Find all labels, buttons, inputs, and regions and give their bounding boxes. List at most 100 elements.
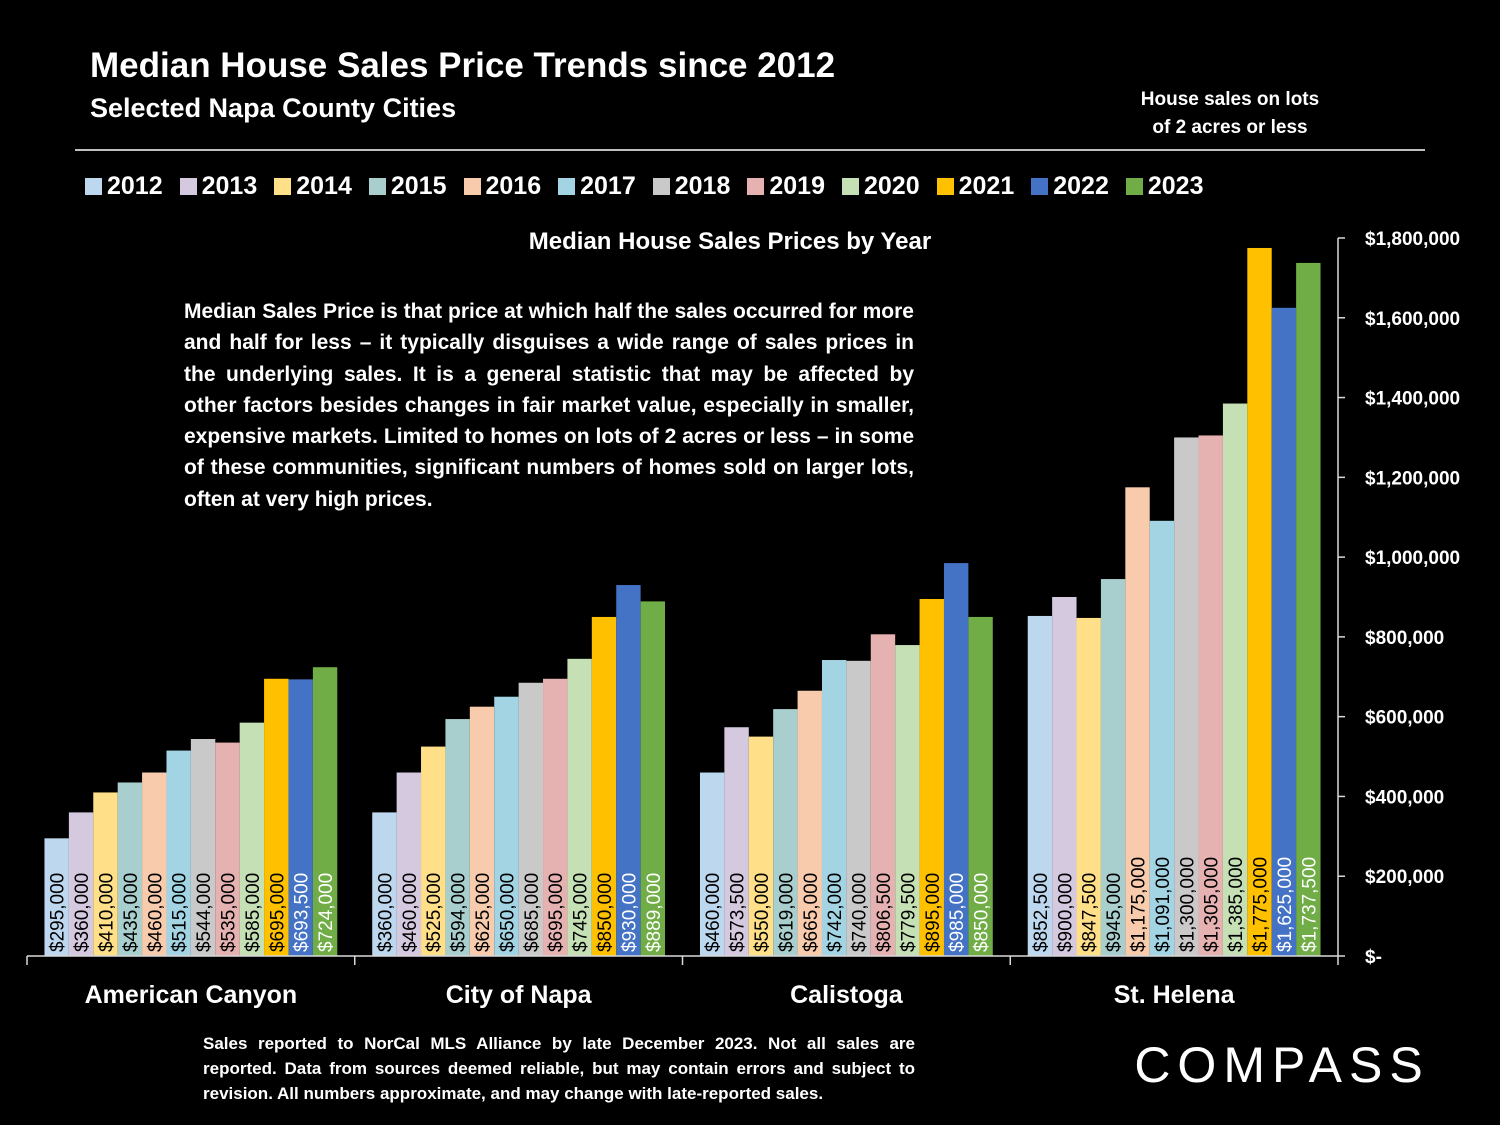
y-tick-label-0: $- bbox=[1365, 947, 1382, 968]
bar-label-2020-2: $779,500 bbox=[898, 873, 919, 952]
legend-item-2015: 2015 bbox=[368, 172, 447, 201]
legend-label-2014: 2014 bbox=[296, 172, 352, 200]
bar-2016-0 bbox=[142, 772, 167, 956]
bar-2016-3 bbox=[1125, 487, 1150, 956]
legend-swatch-2018 bbox=[652, 178, 670, 195]
bar-2016-1 bbox=[469, 706, 495, 956]
bar-2014-1 bbox=[421, 746, 446, 956]
legend-label-2023: 2023 bbox=[1147, 172, 1204, 200]
bar-2017-0 bbox=[166, 750, 191, 956]
bar-2016-2 bbox=[797, 690, 822, 956]
category-label-0: American Canyon bbox=[85, 981, 298, 1009]
bar-2022-3 bbox=[1271, 307, 1297, 956]
bar-label-2021-2: $895,000 bbox=[923, 873, 944, 952]
bar-label-2022-2: $985,000 bbox=[947, 873, 968, 952]
bar-label-2019-3: $1,305,000 bbox=[1202, 857, 1223, 952]
legend-swatch-2023 bbox=[1125, 178, 1143, 195]
bar-label-2014-2: $550,000 bbox=[752, 873, 773, 952]
bar-2012-2 bbox=[699, 772, 725, 956]
page-title: Median House Sales Price Trends since 20… bbox=[90, 46, 836, 85]
legend-swatch-2016 bbox=[463, 178, 481, 195]
bar-label-2018-0: $544,000 bbox=[194, 873, 215, 952]
bar-2012-1 bbox=[372, 812, 397, 956]
category-label-2: Calistoga bbox=[790, 981, 904, 1009]
lot-size-note-line-2: of 2 acres or less bbox=[1152, 117, 1308, 138]
bar-2013-3 bbox=[1052, 597, 1077, 956]
bar-2017-3 bbox=[1149, 520, 1175, 956]
category-label-1: City of Napa bbox=[446, 981, 593, 1009]
bar-2020-0 bbox=[239, 722, 265, 956]
y-tick-label-7: $1,400,000 bbox=[1365, 389, 1460, 410]
legend-item-2012: 2012 bbox=[85, 172, 163, 201]
bar-label-2023-3: $1,737,500 bbox=[1299, 857, 1320, 952]
y-tick-label-9: $1,800,000 bbox=[1365, 229, 1460, 250]
y-tick-label-4: $800,000 bbox=[1365, 628, 1444, 649]
bar-label-2013-2: $573,500 bbox=[728, 873, 749, 952]
legend-swatch-2019 bbox=[747, 178, 765, 195]
legend-item-2020: 2020 bbox=[842, 172, 920, 201]
legend-label-2017: 2017 bbox=[580, 172, 636, 200]
source-footnote: Sales reported to NorCal MLS Alliance by… bbox=[203, 1034, 915, 1103]
bar-label-2016-3: $1,175,000 bbox=[1129, 857, 1150, 952]
median-price-description: Median Sales Price is that price at whic… bbox=[184, 300, 914, 511]
bar-2014-3 bbox=[1076, 617, 1101, 956]
bar-2022-2 bbox=[943, 563, 969, 956]
bar-label-2012-3: $852,500 bbox=[1031, 873, 1052, 952]
bar-label-2014-0: $410,000 bbox=[96, 873, 117, 952]
legend-swatch-2020 bbox=[842, 178, 859, 195]
bar-label-2018-1: $685,000 bbox=[522, 873, 543, 952]
legend-item-2022: 2022 bbox=[1031, 172, 1109, 201]
y-tick-label-2: $400,000 bbox=[1365, 787, 1444, 808]
bar-label-2023-0: $724,000 bbox=[316, 873, 337, 952]
chart-title: Median House Sales Prices by Year bbox=[529, 228, 931, 255]
bar-label-2012-1: $360,000 bbox=[375, 873, 396, 952]
bar-label-2017-2: $742,000 bbox=[825, 873, 846, 952]
legend-label-2020: 2020 bbox=[864, 172, 920, 200]
bar-label-2015-2: $619,000 bbox=[776, 873, 797, 952]
bar-2015-0 bbox=[117, 782, 143, 956]
bar-2015-2 bbox=[773, 709, 798, 956]
bar-label-2020-1: $745,000 bbox=[571, 873, 592, 952]
legend-swatch-2021 bbox=[936, 178, 954, 195]
bar-2023-1 bbox=[640, 601, 666, 956]
bar-label-2017-1: $650,000 bbox=[497, 873, 518, 952]
legend-swatch-2022 bbox=[1031, 178, 1049, 195]
bar-label-2016-0: $460,000 bbox=[145, 873, 166, 952]
y-tick-label-8: $1,600,000 bbox=[1365, 309, 1460, 330]
legend-swatch-2013 bbox=[179, 178, 197, 195]
y-tick-label-3: $600,000 bbox=[1365, 708, 1444, 729]
bar-2019-2 bbox=[870, 634, 896, 956]
y-tick-label-1: $200,000 bbox=[1365, 867, 1444, 888]
bar-2022-0 bbox=[288, 679, 313, 956]
legend-item-2016: 2016 bbox=[463, 172, 541, 201]
bar-label-2016-2: $665,000 bbox=[801, 873, 822, 952]
header-divider bbox=[75, 149, 1425, 151]
bar-label-2021-0: $695,000 bbox=[267, 873, 288, 952]
legend-item-2014: 2014 bbox=[274, 172, 352, 201]
compass-logo-wordmark: COMPASS bbox=[1134, 1037, 1429, 1093]
bar-label-2014-1: $525,000 bbox=[424, 873, 445, 952]
chart-legend: 2012 2013 2014 2015 2016 2017 2018 2019 2020 2021… bbox=[85, 172, 1221, 201]
bar-2015-1 bbox=[445, 719, 470, 956]
bar-2019-0 bbox=[215, 742, 240, 956]
y-tick-label-6: $1,200,000 bbox=[1365, 468, 1460, 489]
legend-item-2018: 2018 bbox=[652, 172, 730, 201]
bar-2013-0 bbox=[68, 812, 94, 956]
bar-2015-3 bbox=[1100, 579, 1126, 956]
legend-label-2019: 2019 bbox=[769, 172, 825, 200]
bar-2023-2 bbox=[968, 616, 993, 956]
bar-label-2013-0: $360,000 bbox=[72, 873, 93, 952]
bar-label-2019-2: $806,500 bbox=[874, 873, 895, 952]
legend-item-2013: 2013 bbox=[179, 172, 258, 201]
bar-2018-2 bbox=[846, 660, 871, 956]
bar-2014-0 bbox=[93, 792, 118, 956]
bar-label-2023-1: $889,000 bbox=[644, 873, 665, 952]
legend-label-2012: 2012 bbox=[107, 172, 163, 200]
bar-label-2020-0: $585,000 bbox=[243, 873, 264, 952]
bar-label-2019-1: $695,000 bbox=[546, 873, 567, 952]
bar-2019-3 bbox=[1198, 435, 1223, 956]
bar-label-2013-3: $900,000 bbox=[1055, 873, 1076, 952]
legend-label-2013: 2013 bbox=[201, 172, 258, 200]
bar-label-2013-1: $460,000 bbox=[400, 873, 421, 952]
